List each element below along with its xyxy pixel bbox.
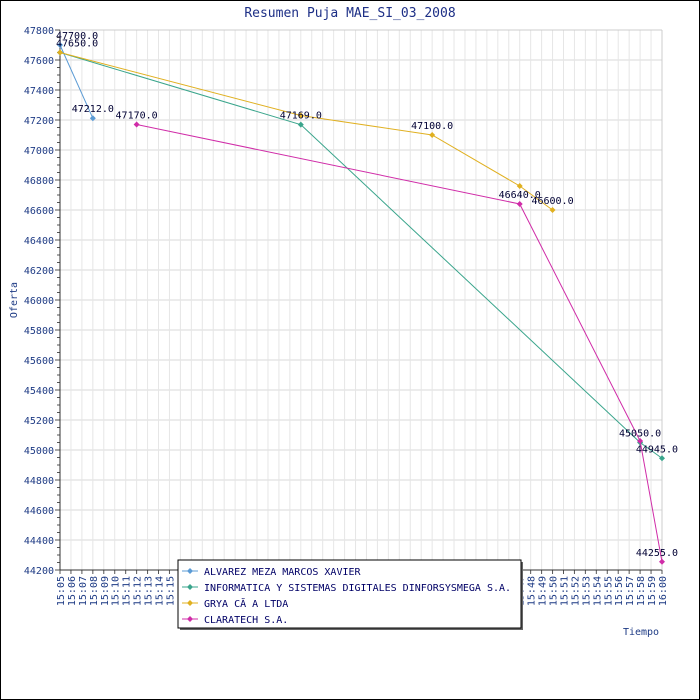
x-tick-label: 15:50 xyxy=(549,576,560,606)
x-tick-label: 15:59 xyxy=(647,576,658,606)
y-tick-label: 47000 xyxy=(24,146,54,157)
series-marker-2 xyxy=(297,121,304,128)
y-tick-label: 47600 xyxy=(24,56,54,67)
y-tick-label: 46600 xyxy=(24,206,54,217)
legend-entry: ALVAREZ MEZA MARCOS XAVIER xyxy=(204,567,362,578)
x-tick-label: 15:55 xyxy=(603,576,614,606)
y-axis-label: Oferta xyxy=(9,282,20,318)
series-marker-4 xyxy=(133,121,140,128)
legend-swatch-marker xyxy=(187,600,193,606)
y-tick-label: 47800 xyxy=(24,26,54,37)
series-marker-3 xyxy=(549,207,556,213)
legend-swatch-marker xyxy=(187,584,193,590)
y-tick-label: 46000 xyxy=(24,296,54,307)
data-label: 47650.0 xyxy=(56,39,98,50)
x-tick-label: 15:57 xyxy=(625,576,636,606)
chart-title: Resumen Puja MAE_SI_03_2008 xyxy=(244,6,455,21)
series-marker-2 xyxy=(659,455,665,462)
series-line-1 xyxy=(59,44,94,119)
x-tick-label: 15:11 xyxy=(122,576,133,606)
y-tick-label: 45000 xyxy=(24,446,54,457)
x-tick-label: 15:06 xyxy=(67,576,78,606)
x-tick-label: 15:08 xyxy=(89,576,100,606)
series-marker-4 xyxy=(659,558,665,565)
x-tick-label: 15:52 xyxy=(570,576,581,606)
x-axis-label: Tiempo xyxy=(623,627,659,638)
legend-swatch-marker xyxy=(187,568,193,574)
x-tick-label: 15:14 xyxy=(155,576,166,606)
y-tick-label: 45600 xyxy=(24,356,54,367)
series-marker-3 xyxy=(516,183,523,189)
series-line-2 xyxy=(59,52,663,459)
x-tick-label: 15:58 xyxy=(636,576,647,606)
legend-entry: INFORMATICA Y SISTEMAS DIGITALES DINFORS… xyxy=(204,583,511,594)
legend-box xyxy=(177,559,522,629)
x-tick-label: 15:15 xyxy=(165,576,176,606)
series-marker-3 xyxy=(57,49,63,56)
x-tick-label: 15:56 xyxy=(614,576,625,606)
series-marker-3 xyxy=(297,112,304,119)
series-marker-4 xyxy=(637,438,644,444)
y-tick-label: 44800 xyxy=(24,476,54,487)
data-label: 46600.0 xyxy=(531,196,573,207)
y-tick-label: 45400 xyxy=(24,386,54,397)
x-tick-label: 15:12 xyxy=(133,576,144,606)
y-tick-label: 44400 xyxy=(24,536,54,547)
y-tick-label: 44600 xyxy=(24,506,54,517)
x-tick-label: 15:51 xyxy=(559,576,570,606)
data-label: 44255.0 xyxy=(636,548,678,559)
x-tick-label: 15:54 xyxy=(592,576,603,606)
data-label: 47700.0 xyxy=(56,31,98,42)
legend-swatch-marker xyxy=(187,616,193,622)
legend: ALVAREZ MEZA MARCOS XAVIER INFORMATICA Y … xyxy=(177,559,523,630)
data-label: 46640.0 xyxy=(499,190,541,201)
y-tick-label: 46400 xyxy=(24,236,54,247)
y-tick-label: 45200 xyxy=(24,416,54,427)
series-marker-1 xyxy=(57,42,63,48)
legend-entry: GRYA CĂ A LTDA xyxy=(204,597,288,610)
x-tick-label: 15:13 xyxy=(144,576,155,606)
y-tick-label: 45800 xyxy=(24,326,54,337)
x-tick-label: 15:49 xyxy=(538,576,549,606)
series-marker-3 xyxy=(429,132,436,138)
series-line-4 xyxy=(136,124,663,562)
data-label: 47212.0 xyxy=(72,104,114,115)
data-label: 47169.0 xyxy=(280,111,322,122)
x-tick-label: 15:09 xyxy=(100,576,111,606)
y-tick-label: 46800 xyxy=(24,176,54,187)
x-tick-label: 15:48 xyxy=(527,576,538,606)
series-marker-1 xyxy=(89,115,96,122)
grid-layer xyxy=(60,29,663,571)
x-tick-label: 15:53 xyxy=(581,576,592,606)
x-tick-label: 15:05 xyxy=(56,576,67,606)
data-label: 47170.0 xyxy=(116,111,158,122)
x-tick-label: 15:07 xyxy=(78,576,89,606)
x-tick-label: 15:10 xyxy=(111,576,122,606)
y-tick-label: 47400 xyxy=(24,86,54,97)
y-tick-label: 47200 xyxy=(24,116,54,127)
y-tick-label: 46200 xyxy=(24,266,54,277)
data-label: 45050.0 xyxy=(619,429,661,440)
x-tick-label: 16:00 xyxy=(658,576,669,606)
series-marker-4 xyxy=(516,201,523,207)
series-layer xyxy=(57,42,665,565)
data-labels: 47700.0 47212.0 47650.0 47169.0 45050.0 44945… xyxy=(56,31,678,559)
data-label: 44945.0 xyxy=(636,444,678,455)
data-label: 47100.0 xyxy=(411,121,453,132)
legend-entry: CLARATECH S.A. xyxy=(204,615,288,626)
y-tick-label: 44200 xyxy=(24,566,54,577)
